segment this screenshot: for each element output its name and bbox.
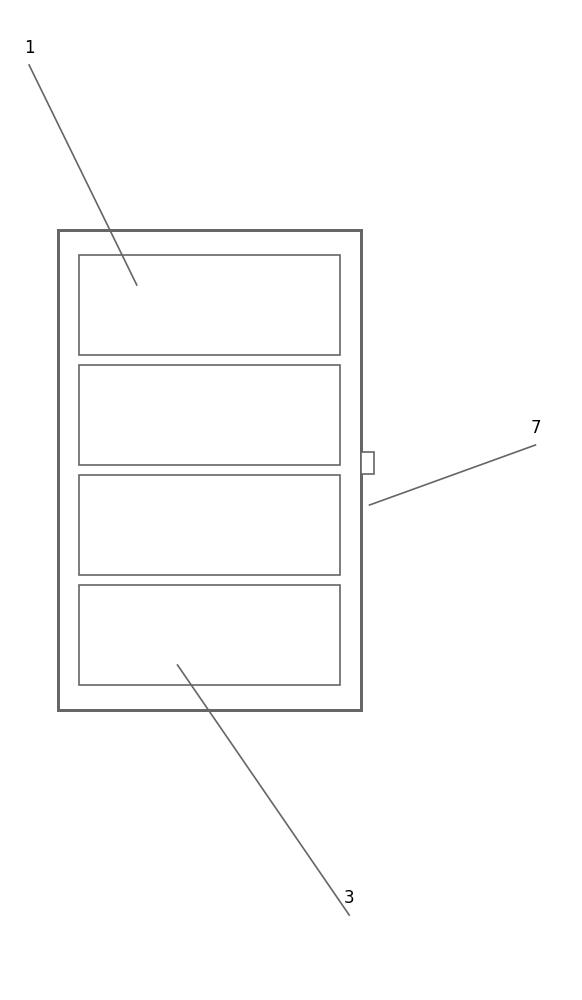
Bar [79,255,340,355]
Bar [58,230,361,710]
Bar [79,475,340,575]
Text: 1: 1 [24,39,34,57]
Bar [79,585,340,685]
Bar [361,452,374,474]
Text: 7: 7 [530,419,541,437]
Text: 3: 3 [344,889,354,907]
Bar [79,365,340,465]
